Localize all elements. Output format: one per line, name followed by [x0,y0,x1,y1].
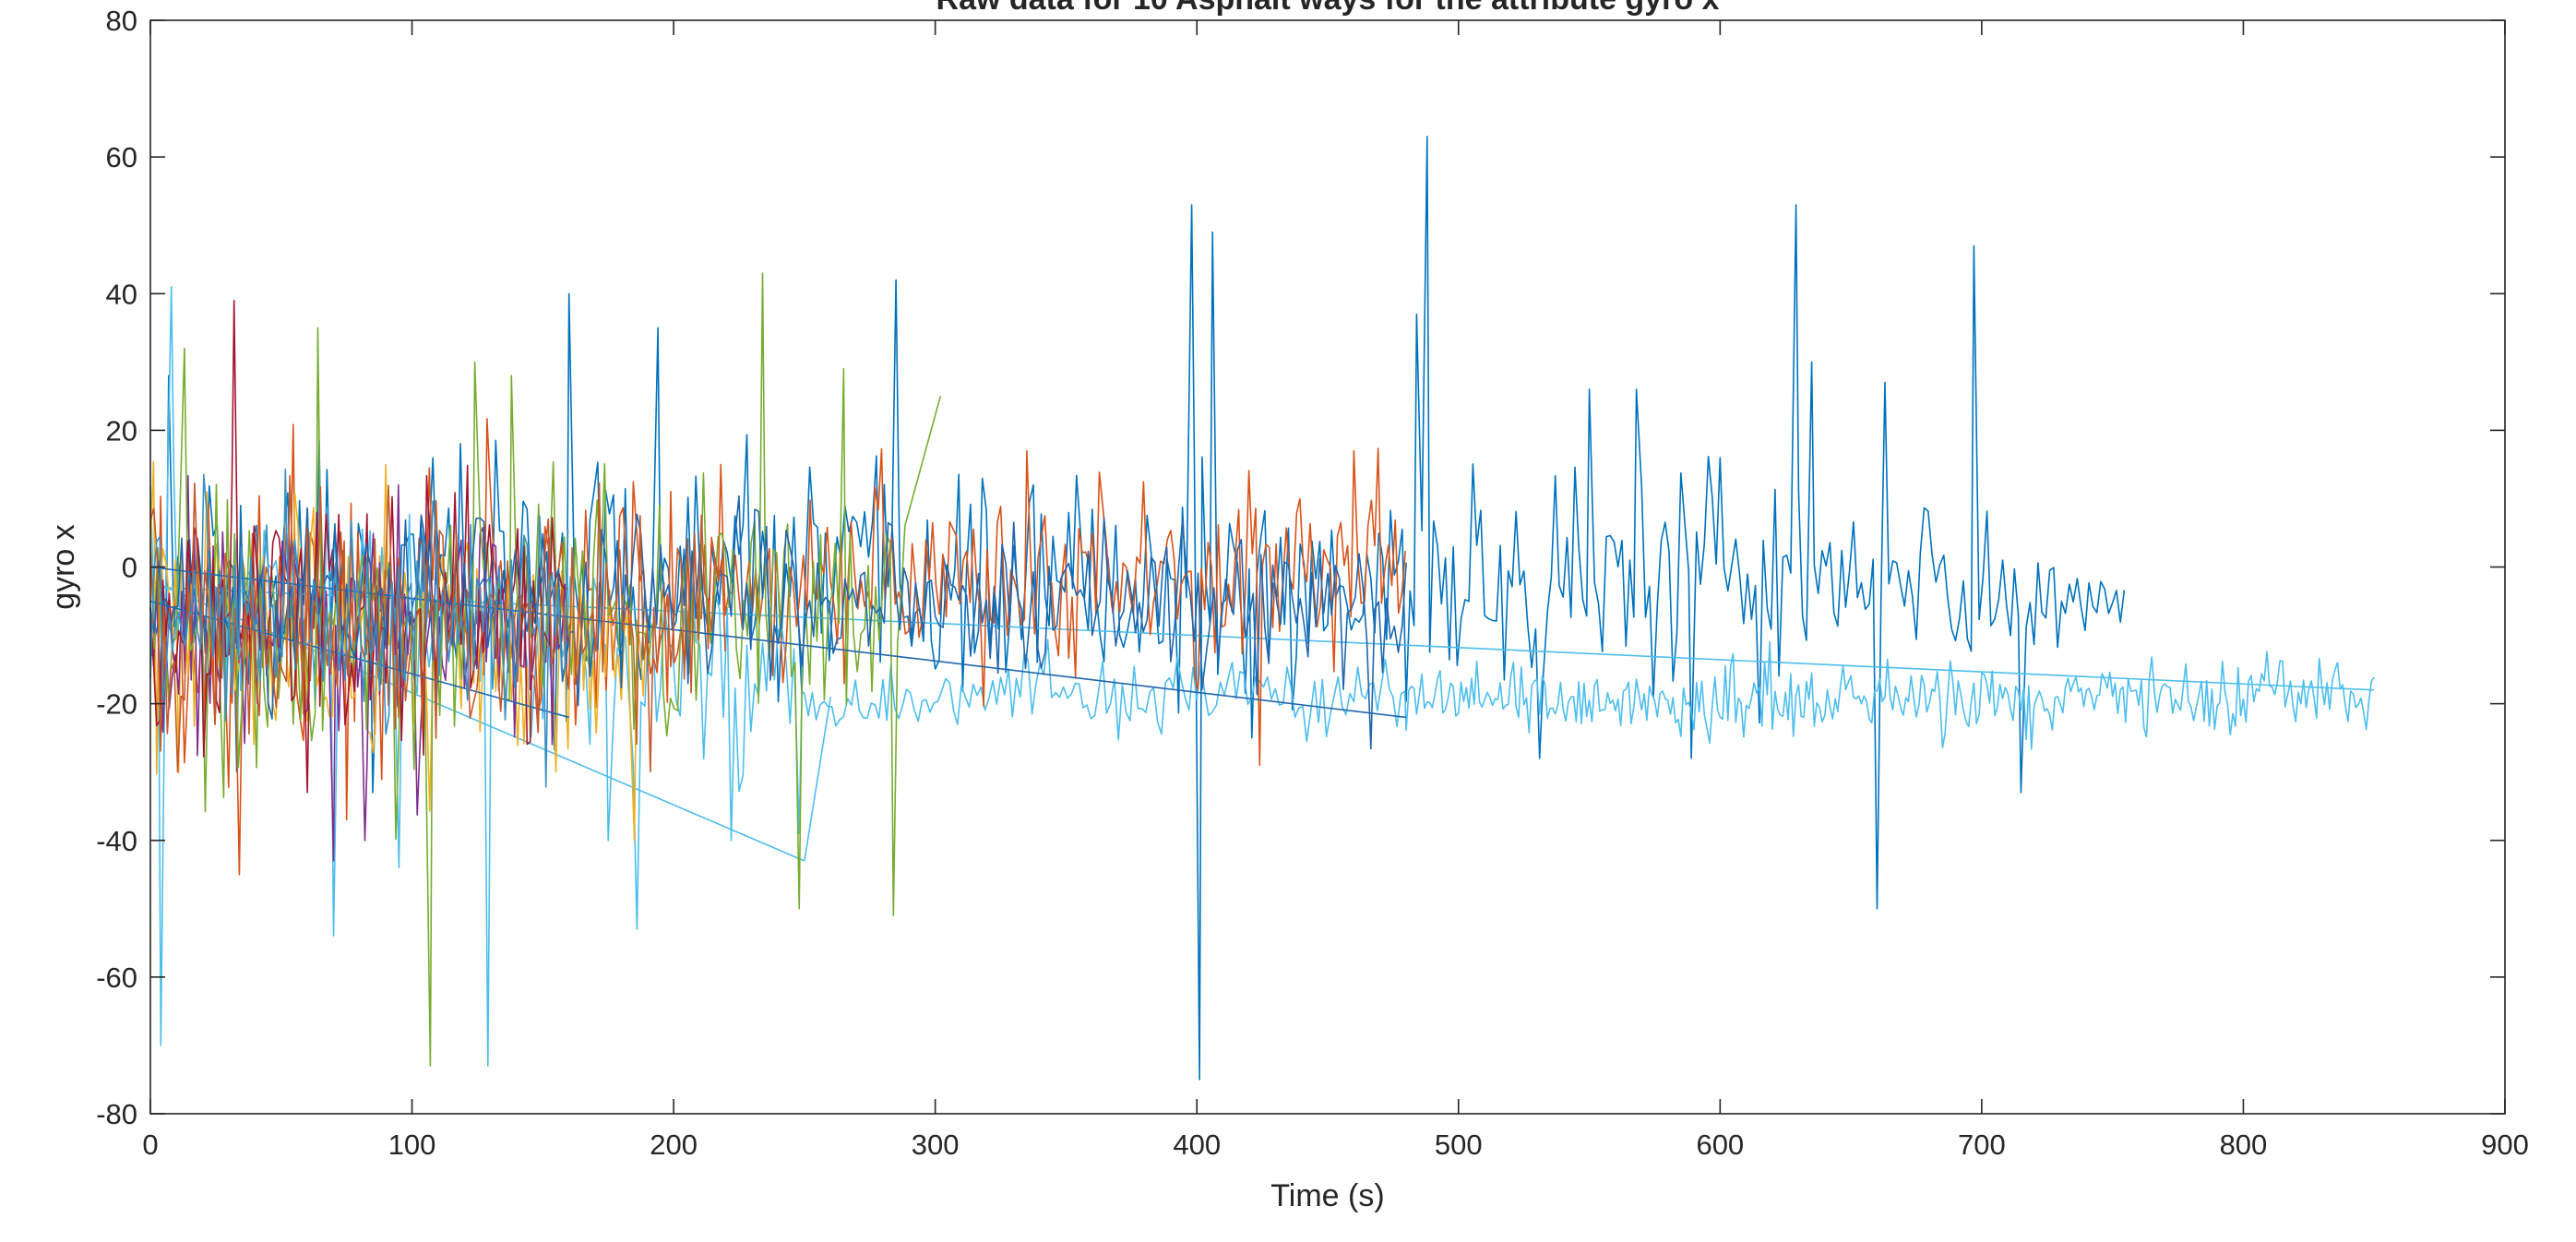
plot-area [150,20,2505,1114]
x-tick-label: 600 [1696,1129,1744,1161]
x-tick-label: 200 [650,1129,698,1161]
x-tick-label: 700 [1958,1129,2006,1161]
series-2-connector-2 [804,697,832,862]
series-10 [149,468,569,788]
x-tick-label: 900 [2481,1129,2529,1161]
series-layer [149,136,2375,1081]
y-tick-label: -60 [96,961,137,994]
y-tick-label: 20 [106,414,137,447]
x-tick-label: 400 [1173,1129,1221,1161]
y-tick-label: -20 [96,688,137,721]
series-10-line [149,468,569,788]
series-8-connector-1 [149,566,1407,719]
series-2-connector-3 [163,586,2375,691]
x-tick-label: 300 [912,1129,960,1161]
y-axis-label: gyro x [46,524,81,610]
x-axis-label: Time (s) [1270,1178,1384,1213]
chart-title: Raw data for 10 Asphalt ways for the att… [936,0,1720,17]
y-tick-label: 80 [106,5,137,37]
y-tick-label: 60 [106,141,137,173]
axes-layer: 0 100 200 300 400 500 600 700 800 900-80-60-40-20… [96,5,2529,1161]
y-tick-label: -40 [96,825,137,857]
y-tick-label: -80 [96,1098,137,1130]
y-tick-label: 40 [106,278,137,310]
x-tick-label: 100 [388,1129,436,1161]
y-tick-label: 0 [122,552,137,584]
x-tick-label: 800 [2220,1129,2268,1161]
x-tick-label: 0 [142,1129,158,1161]
x-tick-label: 500 [1435,1129,1483,1161]
